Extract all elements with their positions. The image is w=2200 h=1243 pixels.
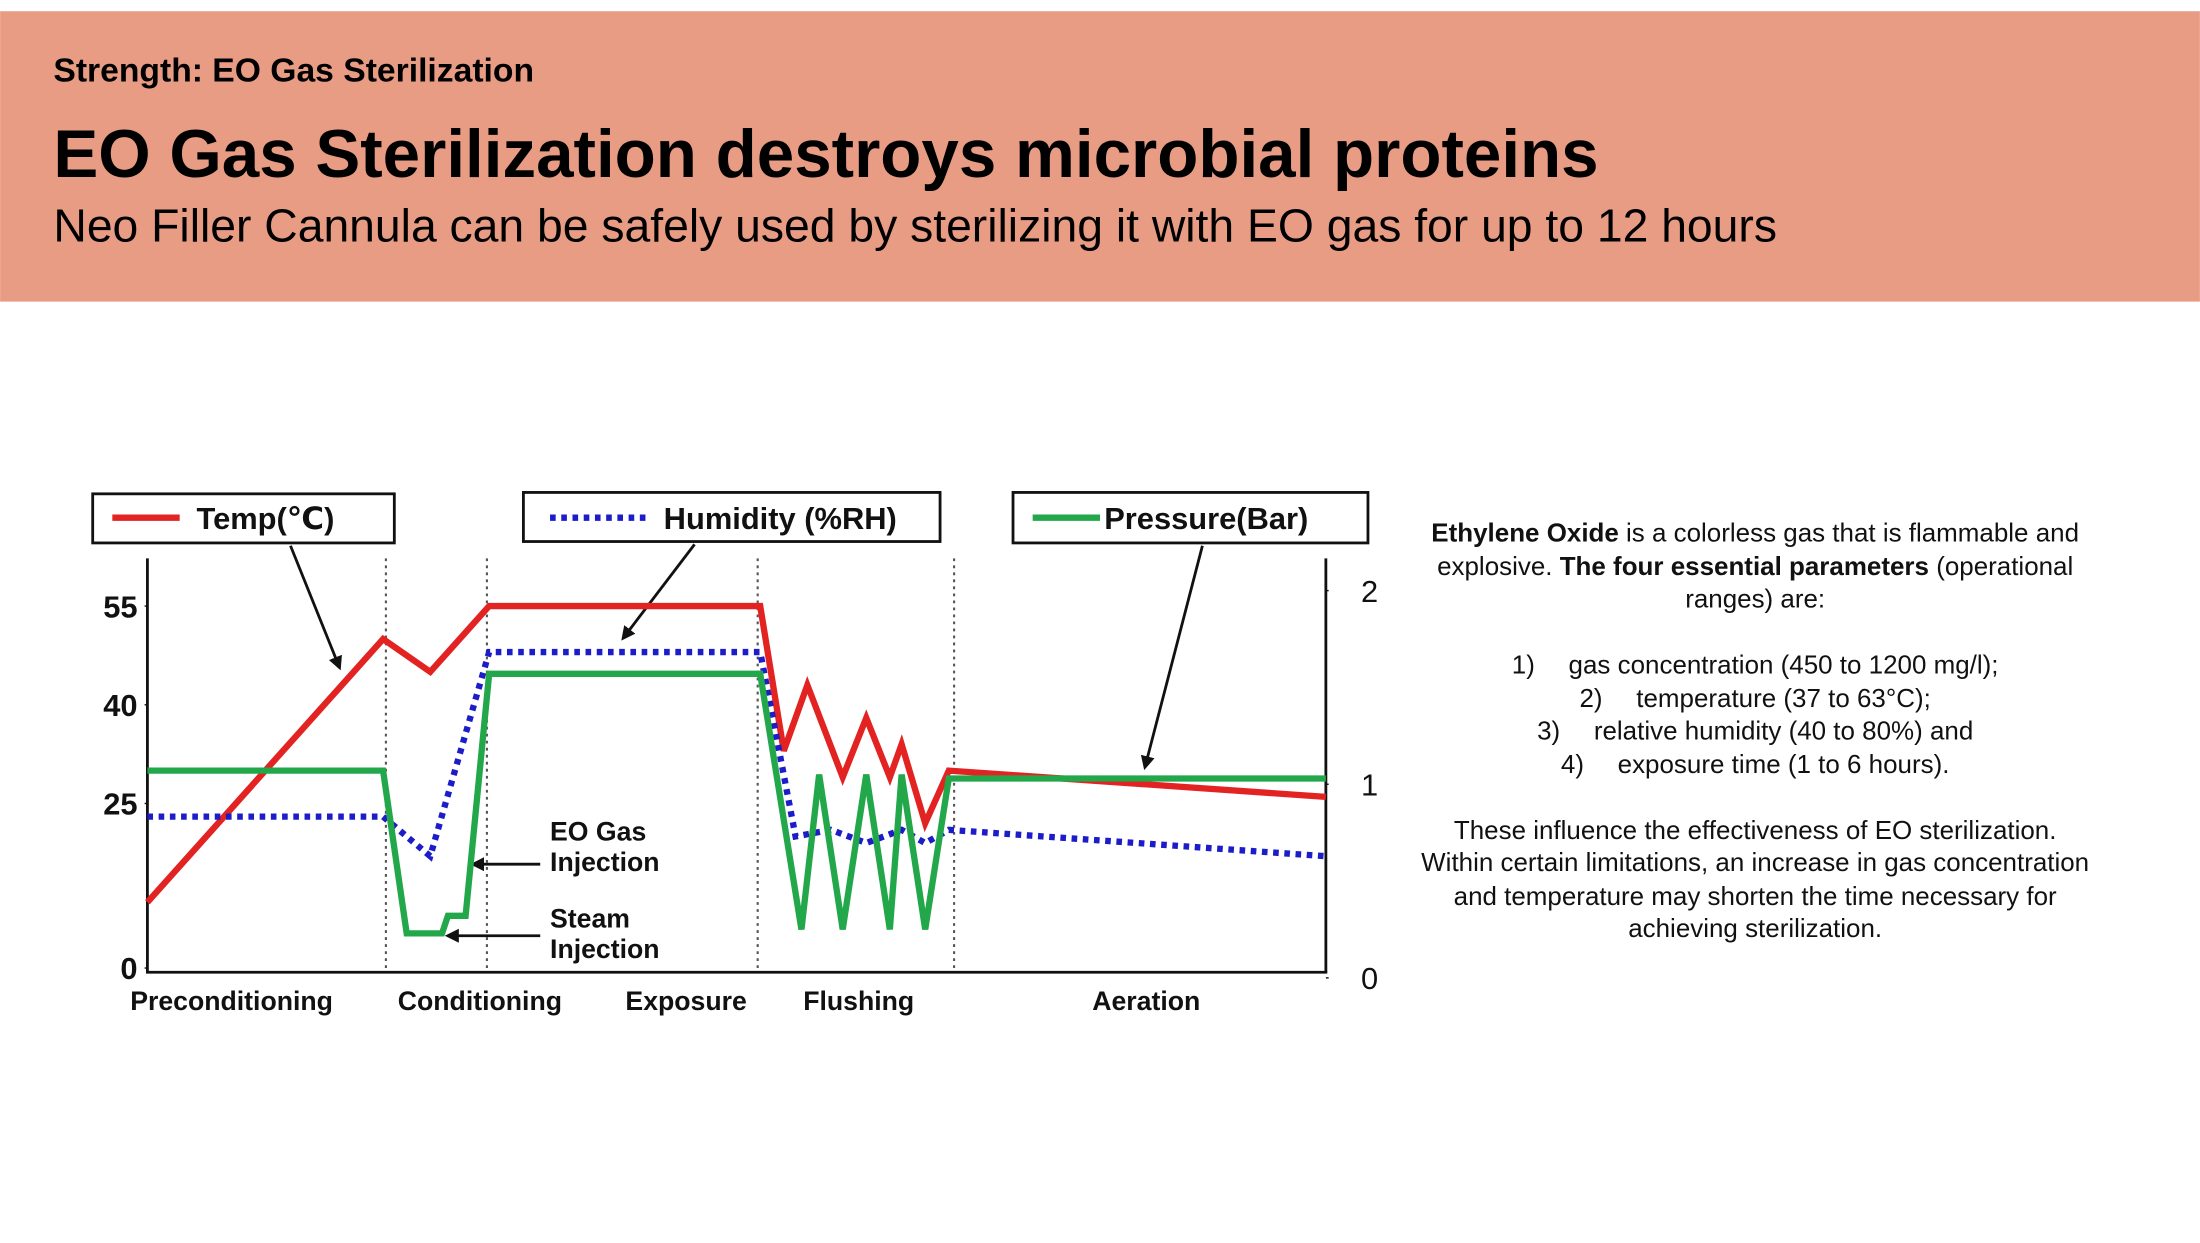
annotation: Steam bbox=[550, 903, 630, 933]
arrow bbox=[621, 543, 696, 641]
annotation: Injection bbox=[550, 847, 660, 877]
list-item: 2) temperature (37 to 63°C); bbox=[1417, 681, 2093, 714]
legend-box bbox=[521, 491, 942, 543]
y-tick-label: 25 bbox=[103, 787, 137, 822]
y2-tick-label: 1 bbox=[1361, 767, 1378, 802]
notes-intro: Ethylene Oxide is a colorless gas that i… bbox=[1417, 516, 2093, 615]
y-tick-label: 0 bbox=[120, 951, 137, 986]
legend-label: Pressure(Bar) bbox=[1104, 501, 1308, 536]
arrow bbox=[289, 545, 342, 671]
arrows bbox=[289, 543, 1204, 943]
phase-label: Aeration bbox=[1092, 986, 1200, 1016]
legend-label: Temp(℃) bbox=[197, 501, 335, 536]
phase-dividers bbox=[384, 558, 956, 971]
header-band bbox=[0, 11, 2200, 302]
list-text: relative humidity (40 to 80%) and bbox=[1593, 715, 1974, 745]
annotation: Injection bbox=[550, 934, 660, 964]
intro-segment: is a colorless gas that is flammable and… bbox=[1437, 517, 2080, 581]
series-line bbox=[147, 670, 1326, 937]
phase-label: Flushing bbox=[803, 986, 914, 1016]
phase-label: Conditioning bbox=[398, 986, 562, 1016]
notes-list: 1) gas concentration (450 to 1200 mg/l); 2… bbox=[1417, 648, 2093, 780]
y-tick-label: 55 bbox=[103, 589, 137, 624]
axes bbox=[146, 558, 1328, 974]
notes: Ethylene Oxide is a colorless gas that i… bbox=[1417, 516, 2093, 945]
phase-label: Preconditioning bbox=[130, 986, 333, 1016]
intro-segment: (operational ranges) are: bbox=[1685, 550, 2074, 614]
list-marker: 3) bbox=[1537, 715, 1561, 745]
list-marker: 2) bbox=[1579, 682, 1603, 712]
legend-label: Humidity (%RH) bbox=[664, 501, 897, 536]
notes-closing: These influence the effectiveness of EO … bbox=[1421, 814, 2090, 943]
list-item: 3) relative humidity (40 to 80%) and bbox=[1417, 714, 2093, 747]
intro-segment: The four essential parameters bbox=[1559, 550, 1929, 581]
header-title: EO Gas Sterilization destroys microbial … bbox=[53, 117, 1598, 192]
list-text: temperature (37 to 63°C); bbox=[1636, 682, 1931, 712]
series-line bbox=[145, 602, 1327, 905]
y2-tick-label: 2 bbox=[1361, 574, 1378, 609]
arrow bbox=[1140, 545, 1204, 771]
annotation: EO Gas bbox=[550, 816, 646, 846]
notes-box: Ethylene Oxide is a colorless gas that i… bbox=[1417, 516, 2093, 945]
list-item: 4) exposure time (1 to 6 hours). bbox=[1417, 747, 2093, 780]
phase-label: Exposure bbox=[625, 986, 746, 1016]
list-item: 1) gas concentration (450 to 1200 mg/l); bbox=[1417, 648, 2093, 681]
header-subtitle: Neo Filler Cannula can be safely used by… bbox=[53, 199, 1777, 251]
y-tick-label: 40 bbox=[103, 688, 137, 723]
list-marker: 4) bbox=[1560, 748, 1584, 778]
y2-tick-label: 0 bbox=[1361, 961, 1378, 996]
chart: 0 25 40 55 0 1 2 Preconditioning Conditioning Exp… bbox=[91, 491, 1378, 1016]
header-kicker: Strength: EO Gas Sterilization bbox=[53, 52, 534, 89]
list-text: gas concentration (450 to 1200 mg/l); bbox=[1568, 649, 1999, 680]
list-marker: 1) bbox=[1511, 649, 1535, 680]
intro-segment: Ethylene Oxide bbox=[1431, 517, 1619, 548]
series-line bbox=[147, 648, 1327, 862]
list-text: exposure time (1 to 6 hours). bbox=[1617, 748, 1950, 778]
